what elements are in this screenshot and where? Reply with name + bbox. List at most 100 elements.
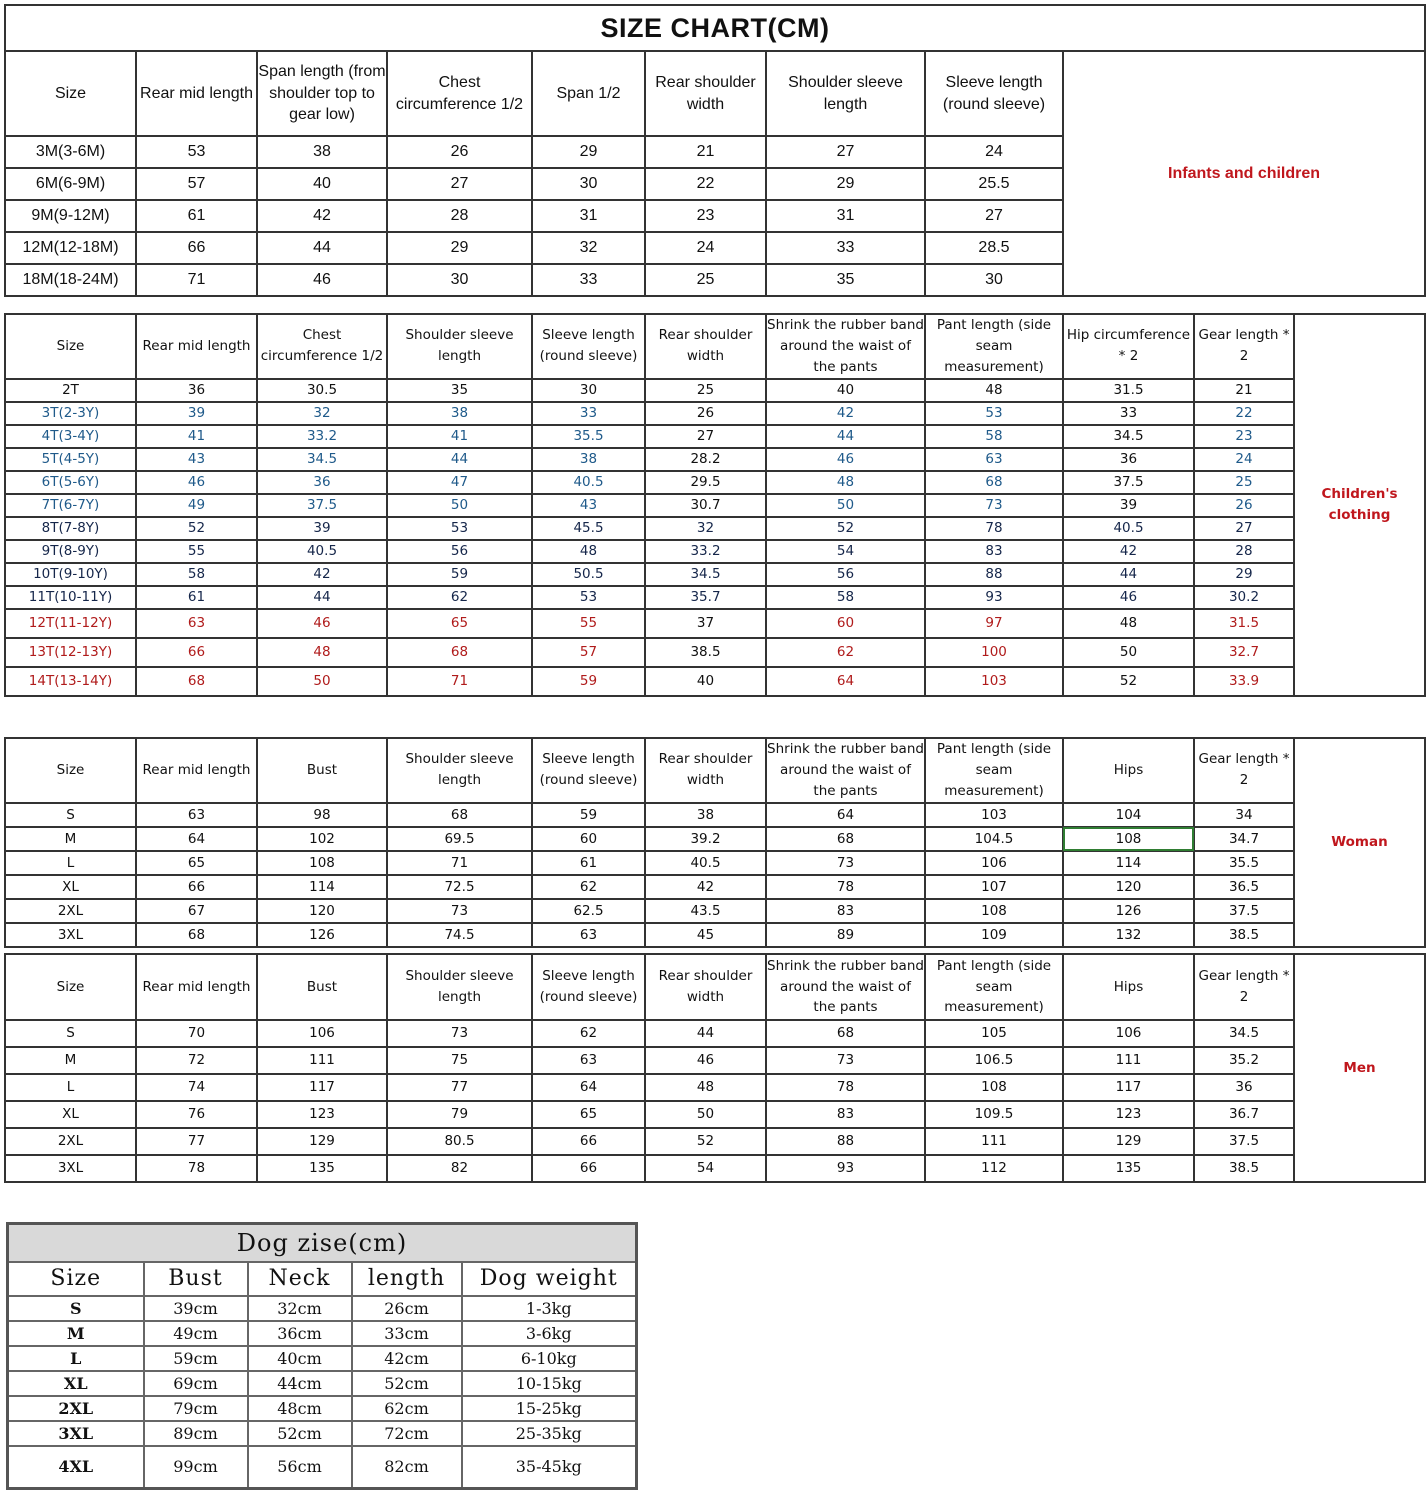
selected-cell[interactable]: 108: [1062, 825, 1195, 852]
value-cell: 39: [1062, 492, 1195, 518]
table-row: 2XL 77 129 80.5 66 52 88 111 129 37.5: [4, 1127, 1425, 1156]
value-cell: 82: [386, 1154, 533, 1183]
value-cell: 32: [644, 515, 767, 541]
size-cell: 5T(4-5Y): [4, 446, 137, 472]
children-size-table: Size Rear mid length Chest circumference 1…: [4, 313, 1426, 697]
value-cell: 67: [135, 897, 258, 924]
value-cell: 24: [924, 135, 1064, 169]
value-cell: 36: [135, 377, 258, 403]
value-cell: 120: [1062, 873, 1195, 900]
table-row: 4T(3-4Y) 41 33.2 41 35.5 27 44 58 34.5 23: [4, 423, 1425, 449]
column-header: Shoulder sleeve length: [386, 953, 533, 1021]
value-cell: 50: [1062, 636, 1195, 668]
size-cell: S: [4, 801, 137, 828]
value-cell: 34.7: [1193, 825, 1295, 852]
table-row: 2T 36 30.5 35 30 25 40 48 31.5 21: [4, 377, 1425, 403]
table-row: 12T(11-12Y) 63 46 65 55 37 60 97 48 31.5: [4, 607, 1425, 639]
value-cell: 3-6kg: [460, 1320, 638, 1347]
column-header: Bust: [142, 1261, 249, 1297]
section-label: Woman: [1293, 737, 1426, 948]
size-cell: M: [4, 1046, 137, 1075]
size-cell: XL: [6, 1370, 145, 1397]
value-cell: 73: [765, 1046, 926, 1075]
value-cell: 33.2: [256, 423, 388, 449]
value-cell: 68: [765, 1019, 926, 1048]
column-header: Pant length (side seam measurement): [924, 953, 1064, 1021]
value-cell: 104: [1062, 801, 1195, 828]
value-cell: 48: [1062, 607, 1195, 639]
column-header: Bust: [256, 737, 388, 804]
table-row: 13T(12-13Y) 66 48 68 57 38.5 62 100 50 32.7: [4, 636, 1425, 668]
value-cell: 36.7: [1193, 1100, 1295, 1129]
column-header: Span length (from shoulder top to gear l…: [256, 50, 388, 137]
value-cell: 78: [765, 873, 926, 900]
value-cell: 64: [765, 801, 926, 828]
value-cell: 104.5: [924, 825, 1064, 852]
size-cell: 8T(7-8Y): [4, 515, 137, 541]
value-cell: 63: [135, 801, 258, 828]
value-cell: 44: [1062, 561, 1195, 587]
value-cell: 89: [765, 921, 926, 948]
value-cell: 78: [924, 515, 1064, 541]
value-cell: 24: [644, 231, 767, 265]
value-cell: 26cm: [350, 1295, 463, 1322]
value-cell: 48: [924, 377, 1064, 403]
table-row: 18M(18-24M) 71 46 30 33 25 35 30: [4, 263, 1425, 297]
value-cell: 44: [386, 446, 533, 472]
section-label: Infants and children: [1061, 50, 1427, 297]
value-cell: 97: [924, 607, 1064, 639]
column-header: Pant length (side seam measurement): [924, 737, 1064, 804]
size-cell: L: [6, 1345, 145, 1372]
value-cell: 68: [765, 825, 926, 852]
value-cell: 36: [256, 469, 388, 495]
value-cell: 73: [924, 492, 1064, 518]
table-row: XL 66 114 72.5 62 42 78 107 120 36.5: [4, 873, 1425, 900]
value-cell: 33: [1062, 400, 1195, 426]
value-cell: 42: [644, 873, 767, 900]
value-cell: 83: [765, 897, 926, 924]
value-cell: 42cm: [350, 1345, 463, 1372]
header-row: Size Bust Neck length Dog weight: [6, 1261, 638, 1297]
table-row: M 64 102 69.5 60 39.2 68 104.5 108 34.7: [4, 825, 1425, 852]
size-cell: S: [6, 1295, 145, 1322]
value-cell: 44: [765, 423, 926, 449]
value-cell: 46: [256, 607, 388, 639]
value-cell: 108: [924, 897, 1064, 924]
value-cell: 28.2: [644, 446, 767, 472]
value-cell: 108: [256, 849, 388, 876]
value-cell: 112: [924, 1154, 1064, 1183]
value-cell: 59cm: [142, 1345, 249, 1372]
size-cell: 18M(18-24M): [4, 263, 137, 297]
value-cell: 111: [256, 1046, 388, 1075]
size-cell: 4T(3-4Y): [4, 423, 137, 449]
column-header: Rear shoulder width: [644, 50, 767, 137]
value-cell: 66: [531, 1127, 646, 1156]
value-cell: 73: [386, 1019, 533, 1048]
value-cell: 58: [924, 423, 1064, 449]
value-cell: 29: [386, 231, 533, 265]
value-cell: 62cm: [350, 1395, 463, 1422]
value-cell: 32: [531, 231, 646, 265]
table-row: 12M(12-18M) 66 44 29 32 24 33 28.5: [4, 231, 1425, 265]
value-cell: 44cm: [246, 1370, 353, 1397]
value-cell: 40cm: [246, 1345, 353, 1372]
value-cell: 108: [924, 1073, 1064, 1102]
woman-size-table: Size Rear mid length Bust Shoulder sleeve l…: [4, 737, 1426, 948]
value-cell: 56: [386, 538, 533, 564]
value-cell: 36.5: [1193, 873, 1295, 900]
value-cell: 72cm: [350, 1420, 463, 1447]
value-cell: 75: [386, 1046, 533, 1075]
value-cell: 46: [256, 263, 388, 297]
value-cell: 123: [256, 1100, 388, 1129]
value-cell: 73: [386, 897, 533, 924]
value-cell: 71: [135, 263, 258, 297]
value-cell: 59: [386, 561, 533, 587]
value-cell: 102: [256, 825, 388, 852]
value-cell: 23: [644, 199, 767, 233]
value-cell: 26: [1193, 492, 1295, 518]
value-cell: 37.5: [1193, 897, 1295, 924]
table-row: L 65 108 71 61 40.5 73 106 114 35.5: [4, 849, 1425, 876]
value-cell: 73: [765, 849, 926, 876]
value-cell: 33.2: [644, 538, 767, 564]
size-cell: 13T(12-13Y): [4, 636, 137, 668]
